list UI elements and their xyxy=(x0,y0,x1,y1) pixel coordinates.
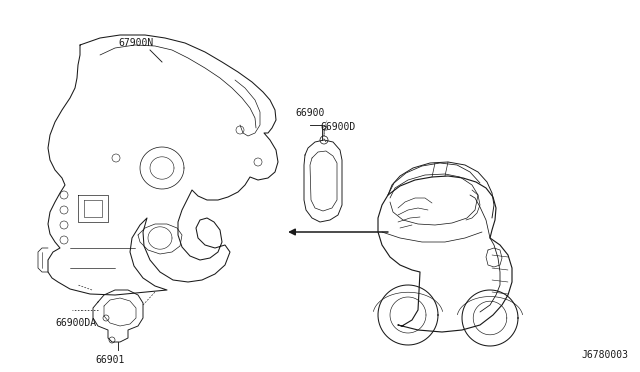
Text: 66900: 66900 xyxy=(295,108,324,118)
Text: J6780003: J6780003 xyxy=(581,350,628,360)
Text: 66900DA: 66900DA xyxy=(55,318,96,328)
Text: 67900N: 67900N xyxy=(118,38,153,48)
Text: 66901: 66901 xyxy=(95,355,124,365)
Text: 66900D: 66900D xyxy=(320,122,355,132)
